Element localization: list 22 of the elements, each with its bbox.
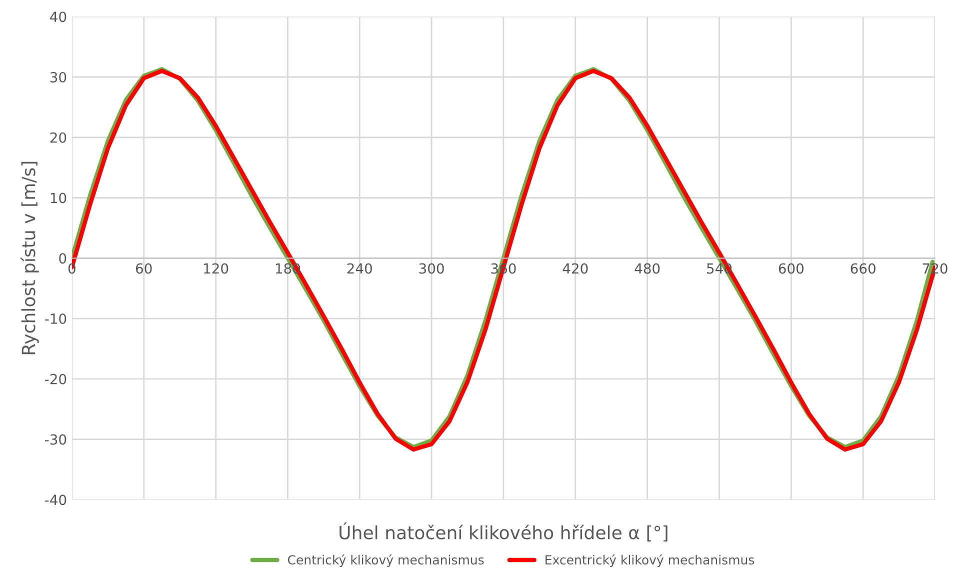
y-tick-label: -40 <box>45 494 66 506</box>
x-axis-title: Úhel natočení klikového hřídele α [°] <box>340 522 668 542</box>
y-axis-title: Rychlost pístu v [m/s] <box>20 162 39 354</box>
x-tick-label: 420 <box>562 263 588 274</box>
y-tick-label: 30 <box>50 72 66 82</box>
y-tick-label: -10 <box>45 313 66 324</box>
legend-label: Centrický klikový mechanismus <box>288 554 484 567</box>
y-tick-label: 20 <box>50 132 66 143</box>
y-tick-label: 10 <box>50 192 66 204</box>
x-tick-label: 240 <box>347 263 372 274</box>
x-tick-label: 300 <box>419 263 444 274</box>
y-tick-label: 40 <box>50 12 66 22</box>
y-tick-label: 0 <box>59 253 66 264</box>
x-tick-label: 480 <box>634 263 660 274</box>
legend-label: Excentrický klikový mechanismus <box>546 554 754 567</box>
x-tick-label: 0 <box>68 263 76 274</box>
x-tick-label: 60 <box>136 263 152 274</box>
x-tick-label: 600 <box>778 263 804 274</box>
x-tick-label: 120 <box>204 263 228 274</box>
y-tick-label: -20 <box>45 374 66 384</box>
y-tick-label: -30 <box>45 434 66 445</box>
x-tick-label: 660 <box>850 263 876 274</box>
